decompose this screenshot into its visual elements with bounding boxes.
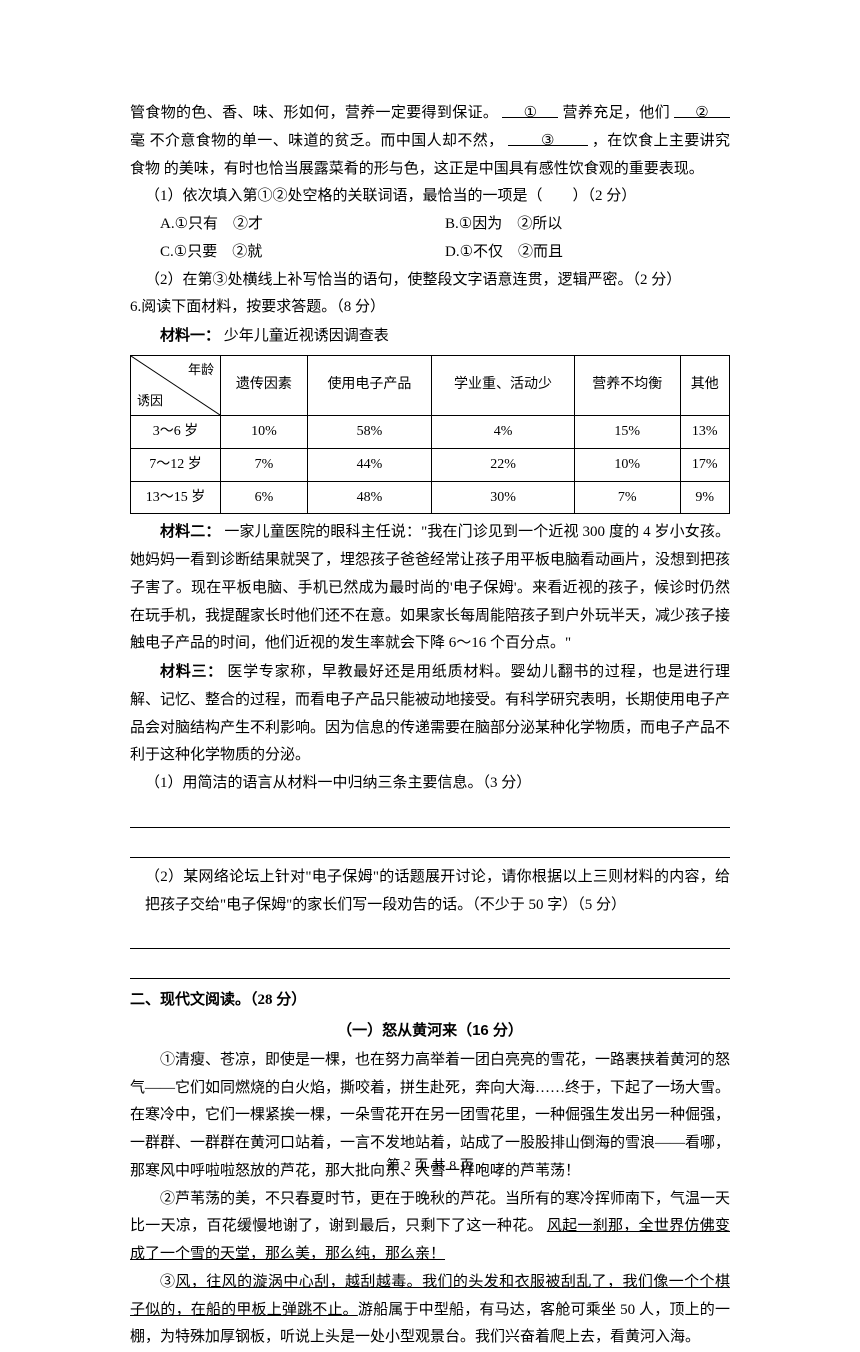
diagonal-bottom-label: 诱因 — [137, 389, 163, 413]
q5-1-stem: （1）依次填入第①②处空格的关联词语，最恰当的一项是（ ）（2 分） — [145, 183, 730, 211]
cell: 10% — [575, 448, 681, 481]
q6-sub2: （2）某网络论坛上针对"电子保姆"的话题展开讨论，请你根据以上三则材料的内容，给… — [145, 864, 730, 920]
table-header: 其他 — [680, 355, 729, 415]
cell: 7% — [221, 448, 308, 481]
table-row: 7～12 岁 7% 44% 22% 10% 17% — [131, 448, 730, 481]
reading-p2: ②芦苇荡的美，不只春夏时节，更在于晚秋的芦花。当所有的寒冷挥师南下，气温一天比一… — [130, 1186, 730, 1269]
intro-paragraph: 管食物的色、香、味、形如何，营养一定要得到保证。 ① 营养充足，他们 ② 毫 不… — [130, 100, 730, 183]
table-header: 遗传因素 — [221, 355, 308, 415]
intro-text: 不介意食物的单一、味道的贫乏。而中国人却不然， — [150, 133, 504, 149]
intro-text: 的美味，有时也恰当展露菜肴的形与色，这正是中国具有感性饮食观的重要表现。 — [164, 161, 704, 177]
cell: 13% — [680, 415, 729, 448]
material-3: 材料三： 医学专家称，早教最好还是用纸质材料。婴幼儿翻书的过程，也是进行理解、记… — [130, 658, 730, 770]
diagonal-top-label: 年龄 — [188, 358, 214, 382]
answer-blank-line[interactable] — [130, 804, 730, 828]
cell: 6% — [221, 481, 308, 514]
row-age: 3～6 岁 — [131, 415, 221, 448]
option-d[interactable]: D.①不仅 ②而且 — [445, 239, 730, 267]
cell: 7% — [575, 481, 681, 514]
intro-text: 营养充足，他们 — [563, 105, 675, 121]
cell: 17% — [680, 448, 729, 481]
intro-text: 管食物的色、香、味、形如何，营养一定要得到保证。 — [130, 105, 498, 121]
row-age: 7～12 岁 — [131, 448, 221, 481]
table-header: 使用电子产品 — [307, 355, 431, 415]
intro-text: 毫 — [130, 133, 145, 149]
cell: 4% — [432, 415, 575, 448]
blank-1[interactable]: ① — [502, 100, 558, 118]
q6-sub1: （1）用简洁的语言从材料一中归纳三条主要信息。（3 分） — [145, 770, 730, 798]
material-1-title: 材料一： — [160, 327, 220, 344]
answer-blank-line[interactable] — [130, 925, 730, 949]
page-footer: 第 2 页 共 8 页 — [0, 1154, 860, 1180]
q5-2-stem: （2）在第③处横线上补写恰当的语句，使整段文字语意连贯，逻辑严密。（2 分） — [145, 267, 730, 295]
blank-3[interactable]: ③ — [508, 128, 588, 146]
option-a[interactable]: A.①只有 ②才 — [160, 211, 445, 239]
cell: 15% — [575, 415, 681, 448]
cell: 44% — [307, 448, 431, 481]
cell: 48% — [307, 481, 431, 514]
cell: 9% — [680, 481, 729, 514]
blank-2[interactable]: ② — [674, 100, 730, 118]
diagonal-header-cell: 年龄 诱因 — [131, 355, 221, 415]
table-header: 营养不均衡 — [575, 355, 681, 415]
material-2: 材料二： 一家儿童医院的眼科主任说："我在门诊见到一个近视 300 度的 4 岁… — [130, 518, 730, 658]
option-c[interactable]: C.①只要 ②就 — [160, 239, 445, 267]
section-2-header: 二、现代文阅读。（28 分） — [130, 987, 730, 1015]
reading-title: （一）怒从黄河来（16 分） — [130, 1017, 730, 1045]
answer-blank-line[interactable] — [130, 955, 730, 979]
reading-p3-num: ③ — [160, 1274, 175, 1290]
row-age: 13～15 岁 — [131, 481, 221, 514]
material-1-desc: 少年儿童近视诱因调查表 — [224, 328, 389, 344]
cell: 22% — [432, 448, 575, 481]
material-3-title: 材料三： — [160, 663, 223, 680]
table-header-row: 年龄 诱因 遗传因素 使用电子产品 学业重、活动少 营养不均衡 其他 — [131, 355, 730, 415]
reading-p3: ③风，往风的漩涡中心刮，越刮越毒。我们的头发和衣服被刮乱了，我们像一个个棋子似的… — [130, 1269, 730, 1352]
cell: 58% — [307, 415, 431, 448]
table-row: 13～15 岁 6% 48% 30% 7% 9% — [131, 481, 730, 514]
cell: 10% — [221, 415, 308, 448]
table-header: 学业重、活动少 — [432, 355, 575, 415]
table-row: 3～6 岁 10% 58% 4% 15% 13% — [131, 415, 730, 448]
q6-lead: 6.阅读下面材料，按要求答题。（8 分） — [130, 294, 730, 322]
survey-table: 年龄 诱因 遗传因素 使用电子产品 学业重、活动少 营养不均衡 其他 3～6 岁… — [130, 355, 730, 515]
material-2-title: 材料二： — [160, 523, 221, 540]
material-2-body: 一家儿童医院的眼科主任说："我在门诊见到一个近视 300 度的 4 岁小女孩。她… — [130, 524, 730, 651]
answer-blank-line[interactable] — [130, 834, 730, 858]
cell: 30% — [432, 481, 575, 514]
option-b[interactable]: B.①因为 ②所以 — [445, 211, 730, 239]
